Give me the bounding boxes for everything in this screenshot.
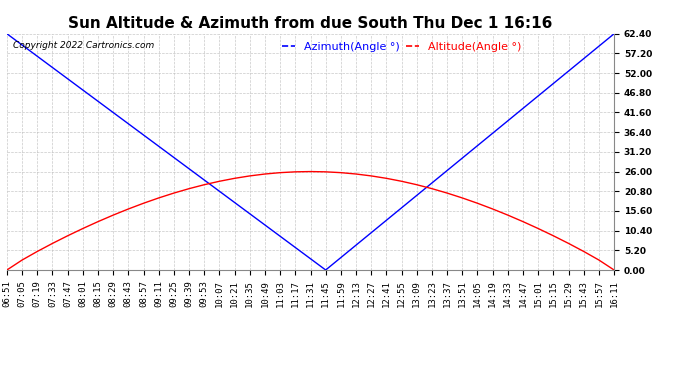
Text: Copyright 2022 Cartronics.com: Copyright 2022 Cartronics.com: [13, 41, 155, 50]
Legend: Azimuth(Angle °), Altitude(Angle °): Azimuth(Angle °), Altitude(Angle °): [282, 42, 521, 52]
Title: Sun Altitude & Azimuth from due South Thu Dec 1 16:16: Sun Altitude & Azimuth from due South Th…: [68, 16, 553, 31]
